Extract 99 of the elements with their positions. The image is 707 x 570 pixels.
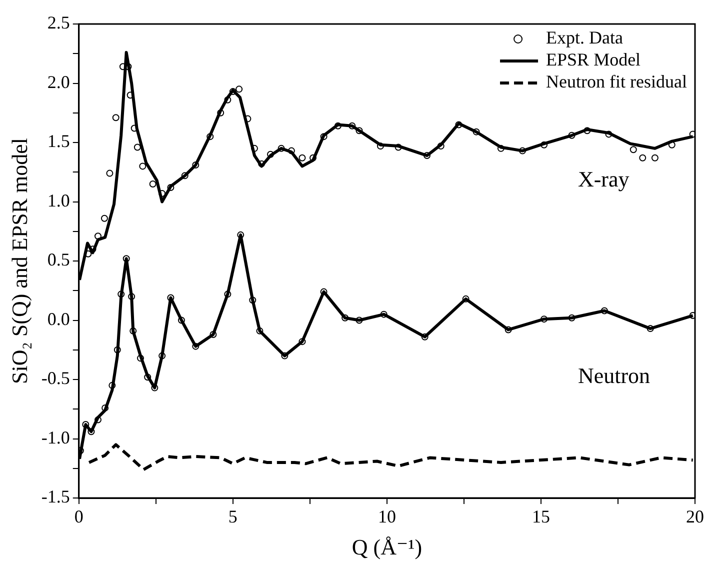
point (342, 314, 349, 322)
point (689, 312, 695, 320)
point (584, 127, 591, 134)
point (689, 130, 695, 138)
point (250, 144, 258, 152)
y-tick-label: 1.5 (47, 131, 70, 152)
point (158, 352, 166, 360)
point (504, 326, 512, 334)
point (192, 162, 200, 169)
point (256, 327, 264, 334)
point (518, 147, 526, 154)
point (437, 142, 444, 150)
point (100, 214, 108, 222)
point (206, 133, 214, 140)
legend-label: Neutron fit residual (546, 72, 688, 92)
y-tick-label: -0.5 (41, 368, 70, 388)
point (600, 307, 608, 314)
legend-label: EPSR Model (546, 50, 641, 70)
point (281, 352, 288, 360)
point (144, 374, 152, 381)
point (540, 141, 548, 148)
point (167, 184, 174, 192)
point (639, 154, 646, 162)
point (497, 144, 504, 152)
point (568, 314, 576, 322)
y-axis-title: SiO₂ S(Q) and EPSR model (6, 138, 32, 384)
y-tick-label: 2.5 (47, 12, 70, 33)
point (540, 316, 548, 323)
point (310, 154, 317, 162)
point (82, 421, 90, 428)
x-tick-label: 0 (74, 506, 84, 527)
point (112, 114, 120, 122)
point (229, 88, 236, 96)
point (102, 404, 109, 412)
point (423, 152, 430, 160)
point (192, 342, 200, 350)
point (106, 170, 114, 177)
point (320, 288, 328, 296)
y-tick-label: 1.0 (47, 190, 70, 210)
y-tick-label: 0.0 (47, 308, 70, 329)
point (455, 121, 462, 128)
annotation: X-ray (578, 166, 630, 192)
point (380, 310, 388, 318)
point (267, 150, 274, 158)
point (462, 295, 470, 302)
point (320, 133, 328, 140)
point (139, 162, 146, 170)
point (651, 154, 658, 162)
point (224, 96, 232, 104)
x-tick-label: 10 (378, 506, 396, 527)
legend-label: Expt. Data (546, 28, 624, 48)
point (394, 144, 402, 151)
point (472, 128, 480, 136)
point (421, 333, 428, 340)
point (151, 384, 158, 392)
point (568, 132, 576, 139)
point (134, 144, 141, 151)
point (249, 296, 256, 304)
point (630, 146, 637, 154)
point (94, 416, 102, 424)
y-tick-label: 2.0 (47, 72, 70, 92)
point (224, 290, 232, 298)
point (94, 232, 102, 240)
point (298, 154, 306, 162)
y-tick-label: 0.5 (47, 250, 70, 270)
x-tick-label: 20 (686, 506, 704, 527)
point (348, 122, 356, 130)
point (88, 428, 95, 436)
point (217, 109, 224, 116)
point (128, 293, 136, 300)
point (288, 147, 295, 154)
x-tick-label: 5 (228, 506, 238, 527)
point (167, 294, 174, 302)
point (376, 142, 384, 150)
point (334, 122, 342, 130)
point (108, 382, 116, 389)
point (178, 316, 185, 324)
point (149, 180, 156, 188)
point (114, 346, 121, 354)
point (130, 327, 137, 334)
point (236, 86, 243, 93)
point (137, 354, 144, 362)
y-tick-label: -1.5 (41, 486, 70, 507)
x-tick-label: 15 (532, 506, 550, 527)
point (237, 231, 244, 238)
point (646, 325, 654, 332)
point (668, 141, 676, 148)
point (356, 127, 363, 134)
point (278, 144, 285, 152)
y-tick-label: -1.0 (41, 427, 70, 448)
x-axis-title: Q (Å⁻¹) (352, 534, 422, 560)
point (298, 338, 306, 346)
point (122, 255, 130, 262)
point (356, 316, 363, 324)
annotation: Neutron (578, 362, 650, 388)
point (118, 290, 125, 298)
point (210, 330, 217, 338)
point (605, 130, 612, 138)
point (181, 172, 188, 180)
